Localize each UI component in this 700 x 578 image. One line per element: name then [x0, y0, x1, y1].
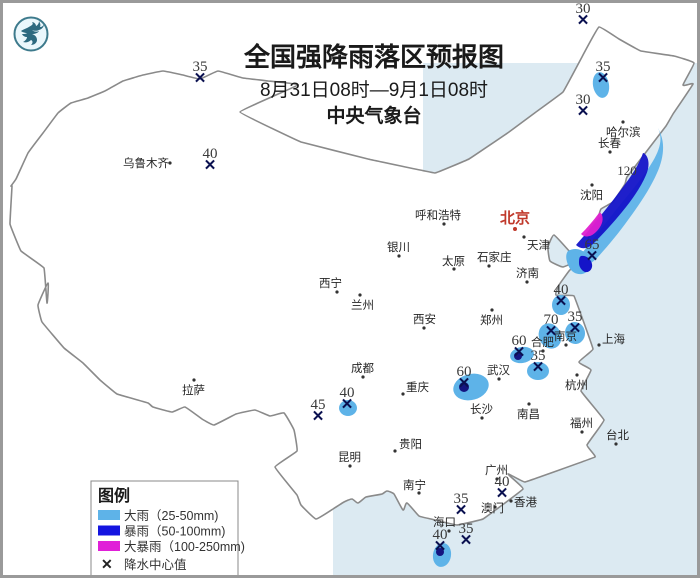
svg-text:✕: ✕ [458, 376, 471, 392]
svg-text:✕: ✕ [460, 533, 473, 549]
svg-text:南昌: 南昌 [517, 407, 540, 421]
svg-text:长沙: 长沙 [470, 403, 493, 416]
svg-text:济南: 济南 [516, 266, 539, 280]
svg-text:南宁: 南宁 [403, 478, 426, 492]
svg-text:✕: ✕ [434, 539, 447, 555]
svg-text:武汉: 武汉 [487, 364, 510, 377]
svg-text:中央气象台: 中央气象台 [326, 104, 421, 127]
svg-text:暴雨（50-100mm): 暴雨（50-100mm) [124, 525, 225, 539]
svg-text:哈尔滨: 哈尔滨 [606, 125, 641, 139]
svg-text:乌鲁木齐: 乌鲁木齐 [123, 156, 169, 170]
svg-text:✕: ✕ [101, 556, 113, 572]
svg-text:贵阳: 贵阳 [399, 438, 422, 451]
svg-text:✕: ✕ [455, 503, 468, 519]
svg-text:重庆: 重庆 [406, 380, 429, 394]
svg-text:✕: ✕ [496, 486, 509, 502]
svg-text:✕: ✕ [532, 360, 545, 376]
svg-text:昆明: 昆明 [338, 451, 361, 464]
svg-text:✕: ✕ [555, 294, 568, 310]
svg-text:✕: ✕ [312, 409, 325, 425]
svg-text:120: 120 [617, 163, 637, 178]
svg-text:兰州: 兰州 [351, 299, 374, 312]
svg-text:长春: 长春 [598, 137, 621, 150]
svg-text:杭州: 杭州 [565, 378, 588, 392]
svg-text:✕: ✕ [577, 13, 590, 29]
svg-text:天津: 天津 [527, 239, 550, 252]
svg-text:✕: ✕ [341, 397, 354, 413]
svg-text:福州: 福州 [570, 416, 593, 430]
svg-text:澳门: 澳门 [481, 501, 504, 515]
svg-text:台北: 台北 [606, 428, 629, 442]
svg-text:拉萨: 拉萨 [182, 383, 205, 397]
svg-text:降水中心值: 降水中心值 [124, 557, 187, 572]
svg-text:香港: 香港 [514, 496, 537, 509]
svg-text:图例: 图例 [98, 486, 130, 505]
svg-text:石家庄: 石家庄 [477, 250, 512, 264]
svg-text:呼和浩特: 呼和浩特 [415, 208, 461, 222]
svg-text:银川: 银川 [387, 240, 410, 254]
svg-text:✕: ✕ [577, 104, 590, 120]
svg-text:大雨（25-50mm): 大雨（25-50mm) [124, 509, 218, 523]
svg-text:成都: 成都 [351, 362, 374, 375]
svg-text:8月31日08时—9月1日08时: 8月31日08时—9月1日08时 [260, 79, 488, 101]
svg-text:✕: ✕ [194, 71, 207, 87]
svg-text:郑州: 郑州 [480, 313, 503, 327]
svg-text:太原: 太原 [442, 255, 465, 268]
svg-text:大暴雨（100-250mm): 大暴雨（100-250mm) [124, 540, 245, 554]
svg-text:北京: 北京 [500, 209, 530, 227]
svg-text:✕: ✕ [569, 321, 582, 337]
svg-text:全国强降雨落区预报图: 全国强降雨落区预报图 [243, 42, 504, 72]
svg-text:✕: ✕ [597, 71, 610, 87]
svg-text:沈阳: 沈阳 [580, 188, 603, 202]
svg-text:✕: ✕ [586, 249, 599, 265]
svg-text:✕: ✕ [545, 324, 558, 340]
svg-text:西宁: 西宁 [319, 276, 342, 290]
svg-text:上海: 上海 [602, 332, 625, 346]
svg-text:西安: 西安 [413, 312, 436, 326]
svg-text:✕: ✕ [513, 345, 526, 361]
svg-text:✕: ✕ [204, 158, 217, 174]
